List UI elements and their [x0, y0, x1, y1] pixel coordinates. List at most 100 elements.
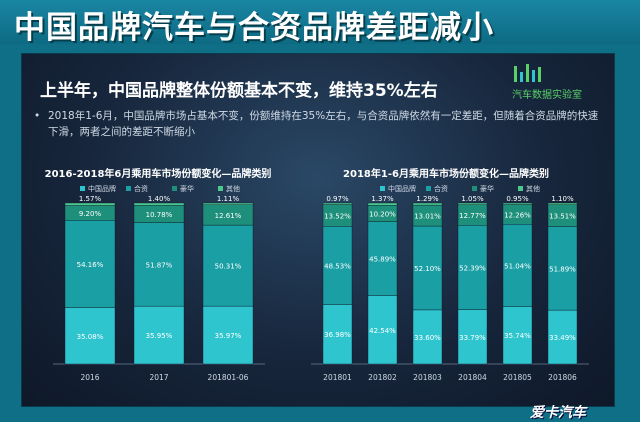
chart2-bar-segment [412, 309, 443, 365]
chart2-x-tick-label: 201805 [503, 373, 532, 382]
chart2-x-tick-label: 201803 [413, 373, 442, 382]
chart1-bar-segment [64, 220, 116, 308]
chart1-bar-segment [64, 202, 116, 206]
chart2-data-label: 36.98% [324, 331, 351, 339]
chart2-data-label: 33.49% [549, 334, 576, 342]
chart2-bar-segment [367, 202, 398, 206]
chart1-data-label: 51.87% [146, 261, 173, 269]
chart1-legend-swatch [126, 186, 131, 191]
chart1-bar-segment [133, 202, 185, 206]
chart2-data-label: 12.77% [459, 212, 486, 220]
chart1-data-label: 12.61% [215, 212, 242, 220]
chart2-bar-segment [547, 226, 578, 311]
chart2-x-tick-label: 201802 [368, 373, 397, 382]
chart2-bar-segment [367, 295, 398, 365]
chart1-x-tick-label: 2016 [80, 373, 99, 382]
chart2-bar-segment [457, 202, 488, 205]
chart1-data-label: 35.08% [77, 333, 104, 341]
chart2-x-tick-label: 201801 [323, 373, 352, 382]
chart2-data-label: 1.05% [461, 195, 484, 203]
footer-brand: 爱卡汽车 [530, 405, 586, 421]
chart2-legend-label: 合资 [434, 184, 448, 193]
chart1-data-label: 1.57% [79, 195, 102, 203]
chart1-title: 2016-2018年6月乘用车市场份额变化—品牌类别 [45, 167, 272, 180]
chart2-data-label: 10.20% [369, 210, 396, 218]
chart2-bar-segment [502, 224, 533, 307]
chart2-data-label: 51.04% [504, 262, 531, 270]
chart1-legend-label: 合资 [134, 184, 148, 193]
chart1-bar-segment [202, 305, 254, 365]
chart1-legend-label: 其他 [226, 184, 240, 193]
chart2-data-label: 1.37% [371, 195, 394, 203]
chart2-bar-segment [502, 306, 533, 365]
chart1-x-tick-label: 201801-06 [208, 373, 249, 382]
chart2-legend-swatch [472, 186, 477, 191]
chart1-bar-segment [64, 307, 116, 365]
logo-text: 汽车数据实验室 [512, 90, 582, 101]
chart2-legend-label: 中国品牌 [388, 184, 416, 193]
chart2-data-label: 52.10% [414, 265, 441, 273]
chart2-legend-swatch [426, 186, 431, 191]
chart2-legend-label: 其他 [526, 184, 540, 193]
chart2-data-label: 35.74% [504, 332, 531, 340]
chart2-data-label: 42.54% [369, 327, 396, 335]
title-banner: 中国品牌汽车与合资品牌差距减小 [0, 0, 640, 46]
chart1-bar-segment [133, 222, 185, 307]
chart2-data-label: 1.10% [551, 195, 574, 203]
chart2-bar-segment [547, 309, 578, 365]
chart1-legend-swatch [80, 186, 85, 191]
chart1-data-label: 35.95% [146, 332, 173, 340]
page-title: 中国品牌汽车与合资品牌差距减小 [14, 10, 494, 46]
chart1-legend-label: 豪华 [180, 184, 194, 193]
chart1-data-label: 50.31% [215, 263, 242, 271]
chart1-data-label: 1.40% [148, 195, 171, 203]
logo: 汽车数据实验室 [512, 62, 604, 102]
chart2-data-label: 52.39% [459, 264, 486, 272]
chart1-bar-segment [202, 224, 254, 307]
chart2-data-label: 51.89% [549, 265, 576, 273]
chart2-data-label: 1.29% [416, 195, 439, 203]
chart1-legend-swatch [218, 186, 223, 191]
chart1-data-label: 1.11% [217, 195, 240, 203]
chart2-bar-segment [412, 202, 443, 206]
chart2-legend-swatch [518, 186, 523, 191]
chart2-bar-segment [457, 309, 488, 365]
chart2-bar-segment [457, 225, 488, 310]
chart1-data-label: 10.78% [146, 211, 173, 219]
chart1-x-tick-label: 2017 [149, 373, 168, 382]
chart2-bar-segment [547, 202, 578, 205]
chart1-legend-label: 中国品牌 [88, 184, 116, 193]
chart2-data-label: 13.01% [414, 213, 441, 221]
chart2-data-label: 45.89% [369, 256, 396, 264]
bullet-point: • 2018年1-6月，中国品牌市场占基本不变，份额维持在35%左右，与合资品牌… [34, 108, 602, 140]
chart1-data-label: 54.16% [77, 261, 104, 269]
chart2-data-label: 33.60% [414, 334, 441, 342]
chart1-data-label: 35.97% [215, 332, 242, 340]
chart2-bar-segment [412, 225, 443, 311]
chart2-data-label: 33.79% [459, 334, 486, 342]
chart1-data-label: 9.20% [79, 210, 102, 218]
bullet-dot-icon: • [34, 110, 41, 122]
chart1-bar-segment [202, 202, 254, 205]
chart2-bar-segment [322, 226, 353, 305]
chart2-data-label: 48.53% [324, 262, 351, 270]
chart2-bar-segment [502, 202, 533, 205]
chart1-legend-swatch [172, 186, 177, 191]
chart2-data-label: 12.26% [504, 211, 531, 219]
chart2-x-tick-label: 201804 [458, 373, 487, 382]
chart2-data-label: 0.95% [506, 195, 529, 203]
chart2-title: 2018年1-6月乘用车市场份额变化—品牌类别 [343, 167, 549, 180]
chart2-bar-segment [322, 202, 353, 205]
chart2-data-label: 13.51% [549, 213, 576, 221]
bullet-text: 2018年1-6月，中国品牌市场占基本不变，份额维持在35%左右，与合资品牌依然… [48, 110, 599, 138]
headline: 上半年，中国品牌整体份额基本不变，维持35%左右 [40, 81, 438, 101]
chart1-bar-segment [133, 305, 185, 365]
chart2-bar-segment [367, 221, 398, 296]
data-lab-logo-icon [514, 64, 541, 82]
chart2-bar-segment [322, 304, 353, 365]
chart2-x-tick-label: 201806 [548, 373, 577, 382]
chart2-legend-swatch [380, 186, 385, 191]
chart2-legend-label: 豪华 [480, 184, 494, 193]
chart2-data-label: 0.97% [326, 195, 349, 203]
